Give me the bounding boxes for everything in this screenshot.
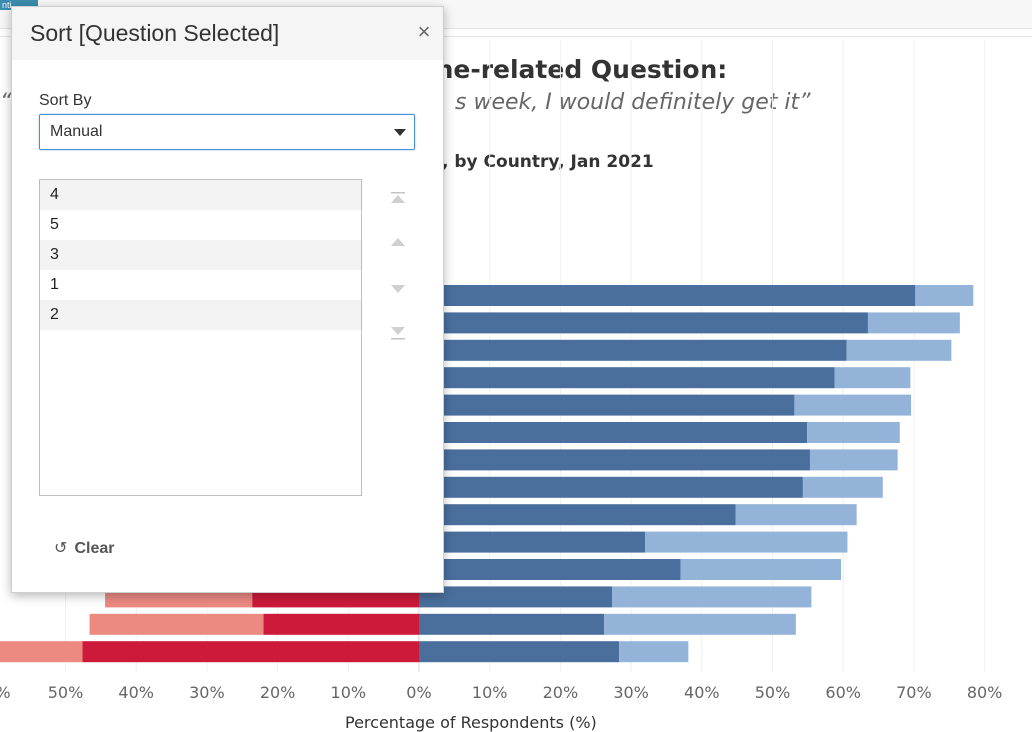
move-down-icon[interactable]: [390, 281, 406, 297]
x-tick-label: 10%: [331, 683, 367, 702]
bar-somewhat-agree[interactable]: [809, 449, 898, 471]
x-tick-label: 50%: [48, 683, 84, 702]
sort-order-list[interactable]: 4 5 3 1 2: [39, 179, 362, 496]
x-tick-label: 40%: [684, 683, 720, 702]
bar-definitely-agree[interactable]: [419, 504, 736, 526]
chevron-down-icon: [394, 129, 406, 136]
bar-definitely-agree[interactable]: [419, 312, 868, 334]
x-axis-title: Percentage of Respondents (%): [345, 713, 597, 732]
bar-definitely-agree[interactable]: [419, 586, 613, 608]
bar-somewhat-agree[interactable]: [735, 504, 857, 526]
bar-somewhat-agree[interactable]: [807, 422, 900, 443]
bar-definitely-agree[interactable]: [419, 285, 916, 306]
dashboard-canvas: [0, 36, 1032, 730]
x-tick-label: 60%: [825, 683, 861, 702]
bar-definitely-agree[interactable]: [419, 641, 620, 663]
bar-definitely-disagree[interactable]: [263, 613, 419, 635]
move-to-top-icon[interactable]: [390, 191, 406, 207]
sort-by-value: Manual: [50, 123, 103, 140]
x-tick-label: 30%: [613, 683, 649, 702]
bar-definitely-agree[interactable]: [419, 422, 808, 443]
chart-title: ine-related Question:: [427, 55, 728, 84]
close-button[interactable]: ×: [411, 19, 437, 45]
bar-definitely-agree[interactable]: [419, 449, 810, 471]
dialog-title: Sort [Question Selected]: [30, 20, 280, 46]
top-tab[interactable]: nti: [0, 0, 38, 10]
bar-somewhat-agree[interactable]: [604, 613, 796, 635]
bar-somewhat-agree[interactable]: [612, 586, 812, 608]
x-tick-label: 40%: [118, 683, 154, 702]
undo-icon: ↺: [54, 540, 68, 557]
dialog-header: Sort [Question Selected] ×: [12, 7, 443, 60]
x-tick-label: %: [0, 683, 11, 702]
bar-definitely-disagree[interactable]: [82, 641, 419, 663]
list-item[interactable]: 5: [50, 216, 59, 233]
bar-somewhat-agree[interactable]: [680, 559, 842, 580]
x-tick-label: 20%: [543, 683, 579, 702]
bar-definitely-agree[interactable]: [419, 613, 605, 635]
x-tick-label: 20%: [260, 683, 296, 702]
list-item[interactable]: 4: [40, 180, 361, 210]
list-item[interactable]: 3: [40, 240, 361, 270]
close-icon: ×: [417, 19, 431, 44]
list-item[interactable]: 2: [40, 300, 361, 330]
bar-somewhat-disagree[interactable]: [89, 613, 264, 635]
x-tick-label: 80%: [967, 683, 1003, 702]
bar-somewhat-agree[interactable]: [867, 312, 960, 334]
x-tick-label: 10%: [472, 683, 508, 702]
bar-somewhat-agree[interactable]: [834, 367, 911, 389]
move-to-bottom-icon[interactable]: [390, 325, 406, 341]
x-tick-label: 50%: [755, 683, 791, 702]
clear-label: Clear: [74, 540, 115, 557]
list-item[interactable]: 1: [50, 276, 59, 293]
bar-definitely-agree[interactable]: [419, 339, 847, 361]
move-up-icon[interactable]: [390, 235, 406, 251]
bar-definitely-agree[interactable]: [419, 367, 835, 389]
bar-definitely-agree[interactable]: [419, 476, 803, 498]
x-tick-label: 0%: [406, 683, 431, 702]
bar-definitely-agree[interactable]: [419, 531, 646, 553]
bar-somewhat-disagree[interactable]: [0, 641, 83, 663]
bar-definitely-agree[interactable]: [419, 394, 795, 416]
bar-somewhat-agree[interactable]: [794, 394, 912, 416]
bar-somewhat-agree[interactable]: [915, 285, 974, 306]
bar-somewhat-agree[interactable]: [619, 641, 689, 663]
x-tick-label: 30%: [189, 683, 225, 702]
clear-button[interactable]: ↺ Clear: [54, 538, 114, 558]
sort-by-select[interactable]: Manual: [39, 114, 415, 150]
x-tick-label: 70%: [896, 683, 932, 702]
sort-by-label: Sort By: [39, 92, 92, 109]
bar-definitely-agree[interactable]: [419, 559, 681, 580]
bar-somewhat-agree[interactable]: [802, 476, 883, 498]
sort-dialog: Sort [Question Selected] × Sort By Manua…: [11, 6, 444, 593]
chart-caption: , by Country, Jan 2021: [442, 152, 654, 172]
bar-somewhat-agree[interactable]: [846, 339, 952, 361]
chart-subtitle-quote-mark: “: [0, 90, 12, 115]
chart-subtitle: s week, I would definitely get it”: [455, 90, 811, 115]
bar-somewhat-agree[interactable]: [645, 531, 848, 553]
